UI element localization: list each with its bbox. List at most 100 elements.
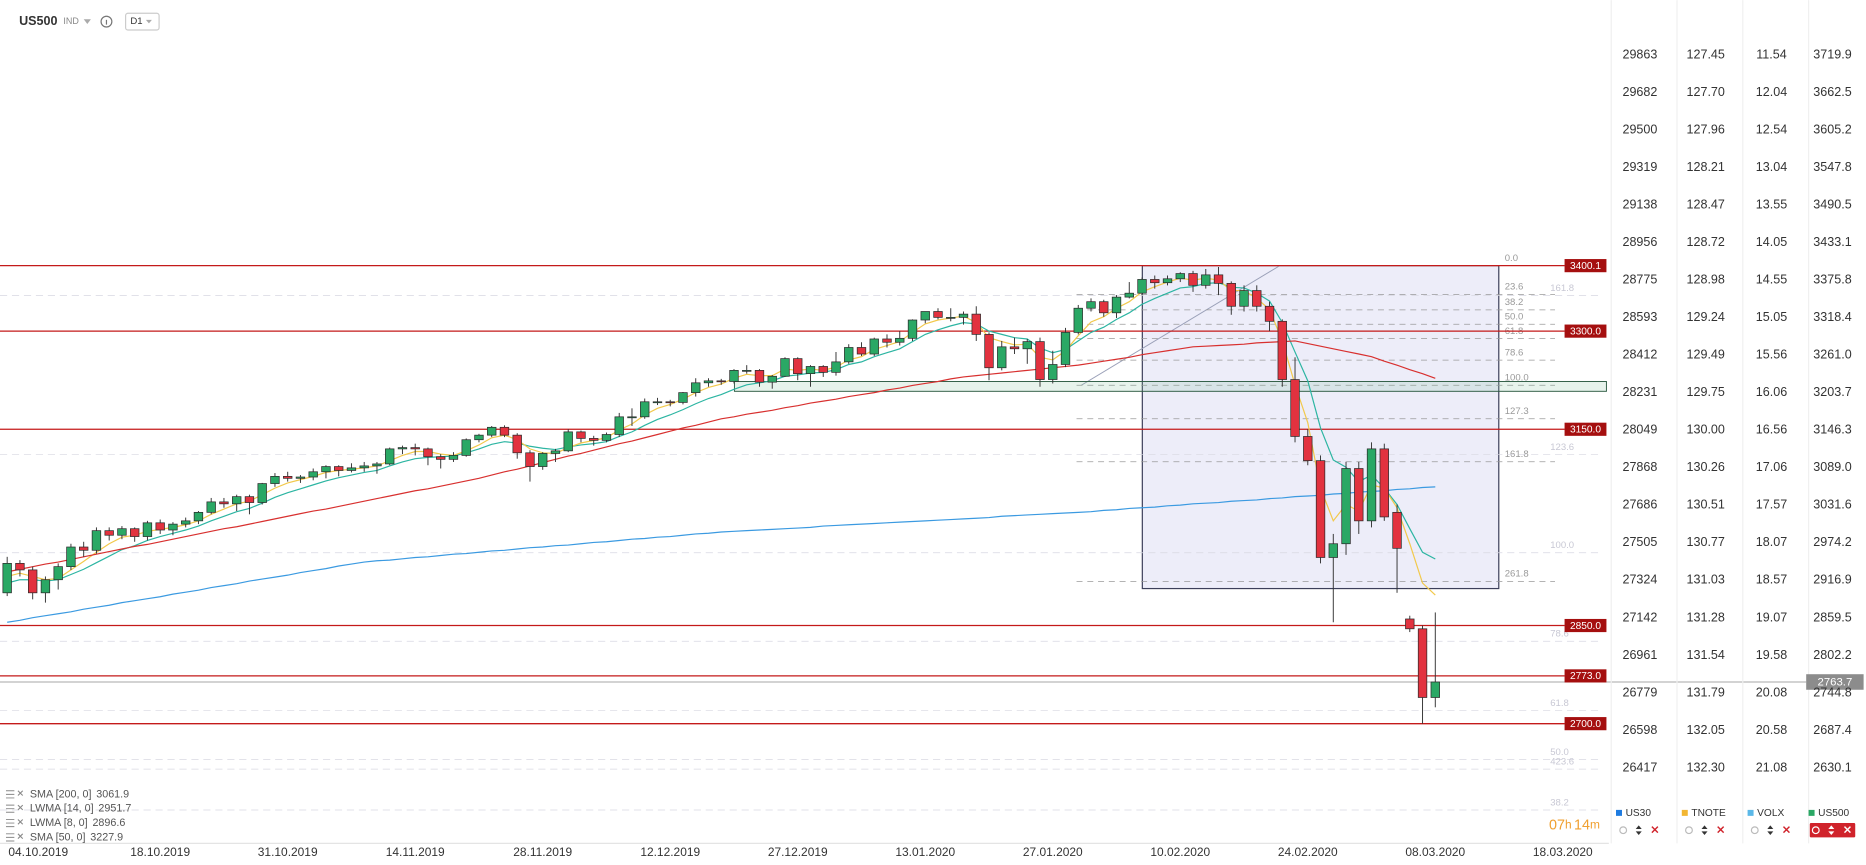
toggle-visibility-icon[interactable] (1619, 826, 1628, 835)
comparison-value: 3146.3 (1813, 423, 1851, 437)
fib-extension-label: 123.6 (1550, 442, 1574, 453)
scale-icon[interactable] (1767, 825, 1774, 836)
x-tick-label: 18.03.2020 (1533, 845, 1593, 859)
candle-body (499, 426, 510, 436)
remove-icon[interactable] (1717, 826, 1725, 834)
x-tick-label: 18.10.2019 (130, 845, 190, 859)
comparison-name: US30 (1626, 808, 1652, 819)
comparison-name: VOLX (1757, 808, 1784, 819)
candle-body (423, 448, 433, 458)
fib-label: 23.6 (1505, 282, 1524, 293)
remove-icon[interactable] (1651, 826, 1659, 834)
comparison-value: 3031.6 (1813, 498, 1851, 512)
level-tag (1564, 669, 1607, 683)
comparison-value: 127.45 (1687, 47, 1725, 61)
comparison-color (1681, 809, 1688, 816)
fib-label: 100.0 (1505, 373, 1529, 384)
remove-icon[interactable] (1782, 826, 1790, 834)
candle-body (359, 465, 369, 469)
candle-body (1290, 379, 1300, 437)
comparison-name: TNOTE (1691, 808, 1726, 819)
fib-trend-line (1081, 265, 1281, 386)
fib-extension-label: 78.6 (1550, 629, 1569, 640)
toggle-visibility-icon[interactable] (1750, 826, 1759, 835)
scale-icon[interactable] (1828, 825, 1835, 836)
candle-body (550, 450, 561, 454)
comparison-value: 129.24 (1687, 310, 1725, 324)
comparison-value: 3547.8 (1813, 160, 1851, 174)
comparison-value: 131.54 (1687, 648, 1725, 662)
candle-body (117, 528, 127, 536)
candle-body (627, 416, 637, 419)
candle-body (410, 447, 420, 450)
comparison-value: 131.28 (1687, 610, 1725, 624)
toggle-visibility-icon[interactable] (1811, 826, 1820, 835)
candle-body (1328, 543, 1338, 558)
legend-remove-icon (17, 833, 24, 839)
candle-body (971, 313, 981, 335)
market: IND (63, 16, 79, 26)
candle-body (844, 347, 854, 363)
candle-body (933, 311, 943, 318)
candle-body (984, 334, 994, 369)
comparison-value: 27505 (1622, 535, 1657, 549)
fib-extension-label: 50.0 (1550, 747, 1569, 758)
candle-body (1009, 346, 1020, 350)
candle-body (1405, 618, 1415, 630)
candle-body (168, 523, 178, 531)
comparison-value: 12.04 (1756, 85, 1787, 99)
candle-body (308, 471, 318, 478)
comparison-value: 16.06 (1756, 385, 1787, 399)
candle-body (1239, 290, 1249, 307)
candle-body (79, 546, 89, 551)
comparison-value: 28775 (1622, 273, 1657, 287)
timeframe: D1 (130, 16, 142, 27)
candle-body (576, 431, 586, 439)
candle-body (805, 366, 816, 375)
timeframe-select[interactable] (124, 12, 160, 31)
candle-body (1022, 341, 1032, 350)
scale-icon[interactable] (1701, 825, 1708, 836)
x-tick-label: 31.10.2019 (258, 845, 318, 859)
candle-body (665, 401, 675, 404)
candle-body (448, 455, 459, 460)
candle-body (1392, 511, 1402, 549)
candle-body (1060, 332, 1071, 365)
timer-m: m (1590, 818, 1600, 832)
level-tag (1564, 717, 1607, 731)
support-zone (733, 381, 1607, 392)
x-tick-label: 14.11.2019 (386, 845, 445, 859)
comparison-value: 130.77 (1687, 535, 1725, 549)
market-dropdown-icon[interactable] (83, 19, 91, 25)
scale-icon[interactable] (1635, 825, 1642, 836)
comparison-value: 128.98 (1687, 273, 1725, 287)
comparison-value: 26598 (1622, 723, 1657, 737)
legend-entry: LWMA [8, 0] 2896.6 (30, 817, 125, 829)
comparison-value: 11.54 (1756, 47, 1786, 61)
comparison-value: 127.70 (1687, 85, 1725, 99)
candle-body (563, 431, 573, 452)
candle-body (1252, 290, 1262, 307)
comparison-value: 12.54 (1756, 122, 1787, 136)
current-price-tag (1806, 674, 1864, 690)
candle-body (1137, 279, 1147, 294)
comparison-value: 29319 (1622, 160, 1657, 174)
legend-entry: SMA [50, 0] 3227.9 (30, 831, 123, 843)
comparison-value: 19.07 (1756, 610, 1787, 624)
candle-body (831, 361, 841, 373)
toggle-visibility-icon[interactable] (1685, 826, 1693, 835)
candle-body (703, 380, 714, 384)
candle-body (691, 382, 701, 393)
remove-icon[interactable] (1843, 826, 1851, 834)
candle-body (346, 467, 357, 471)
candle-body (1226, 283, 1236, 307)
info-icon[interactable] (100, 15, 113, 28)
legend-remove-icon (17, 804, 24, 811)
timer-hours: 07 (1549, 817, 1565, 833)
candle-body (958, 313, 969, 318)
candle-body (1073, 307, 1083, 333)
symbol[interactable]: US500 (19, 14, 57, 28)
candle-body (1264, 305, 1275, 322)
level-label: 3400.1 (1570, 261, 1601, 272)
